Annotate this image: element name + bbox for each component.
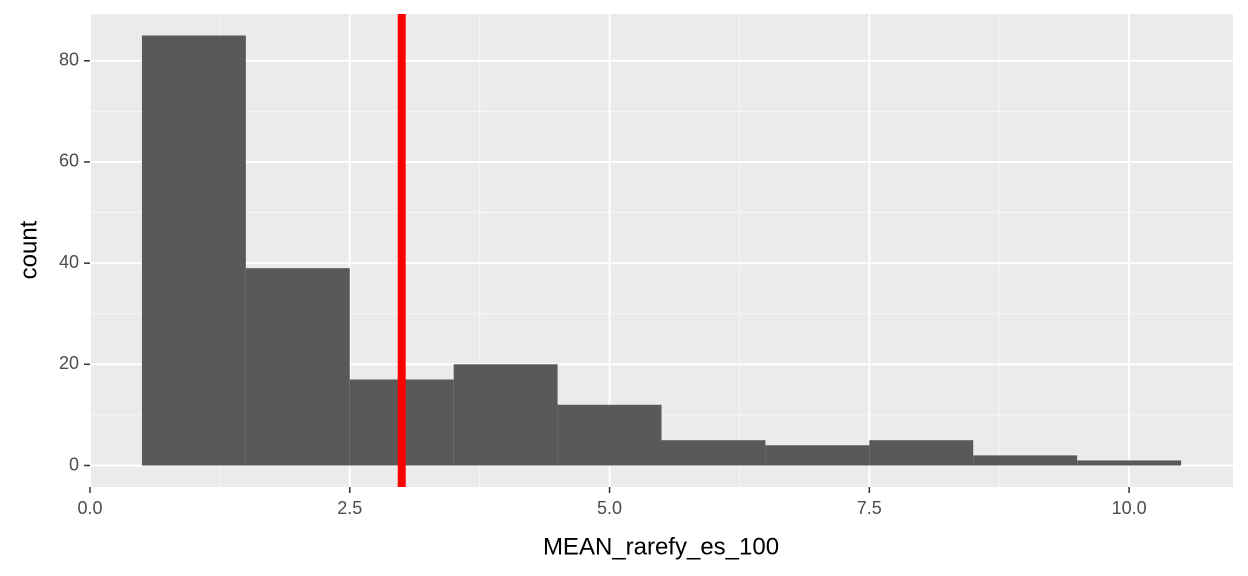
y-tick-label: 0: [69, 454, 79, 474]
x-tick-label: 7.5: [857, 498, 882, 518]
x-tick-label: 5.0: [597, 498, 622, 518]
x-axis-title: MEAN_rarefy_es_100: [543, 533, 779, 560]
histogram-bar: [661, 440, 766, 466]
x-tick-label: 2.5: [337, 498, 362, 518]
histogram-bar: [557, 404, 662, 466]
y-tick-label: 60: [59, 151, 79, 171]
histogram-bar: [453, 364, 558, 466]
histogram-bar: [141, 35, 246, 466]
x-tick-label: 0.0: [77, 498, 102, 518]
histogram-bar: [973, 455, 1078, 466]
y-axis-title: count: [15, 220, 42, 279]
x-tick-label: 10.0: [1112, 498, 1147, 518]
histogram-bar: [869, 440, 974, 466]
histogram-bar: [245, 268, 350, 466]
histogram-bar: [1077, 460, 1182, 466]
y-tick-label: 40: [59, 252, 79, 272]
y-tick-label: 80: [59, 50, 79, 70]
histogram-bar: [765, 445, 870, 466]
y-tick-label: 20: [59, 353, 79, 373]
